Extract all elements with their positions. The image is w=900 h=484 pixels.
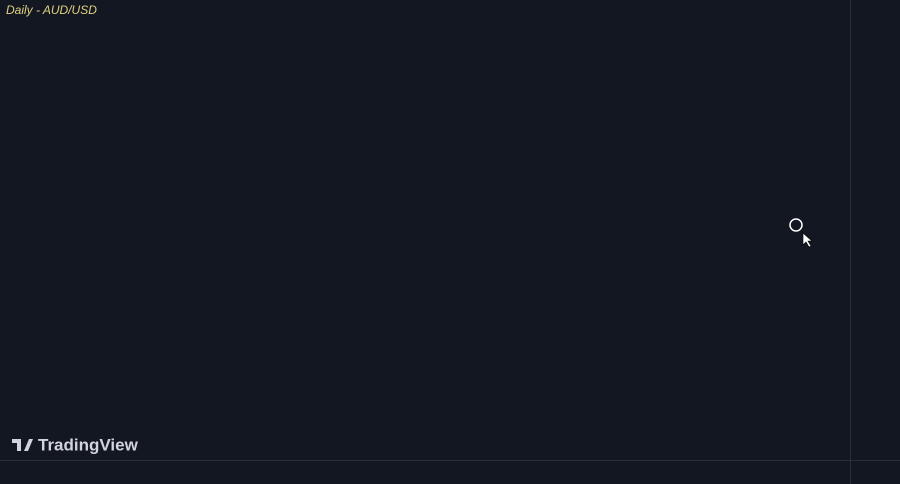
watermark: TradingView <box>38 435 139 454</box>
chart-title: Daily - AUD/USD <box>6 3 97 17</box>
logo: TradingView <box>12 435 139 454</box>
cursor-arrow <box>802 232 813 248</box>
cursor-circle <box>789 218 803 232</box>
logo-icon <box>12 439 33 451</box>
cursor <box>789 218 813 248</box>
